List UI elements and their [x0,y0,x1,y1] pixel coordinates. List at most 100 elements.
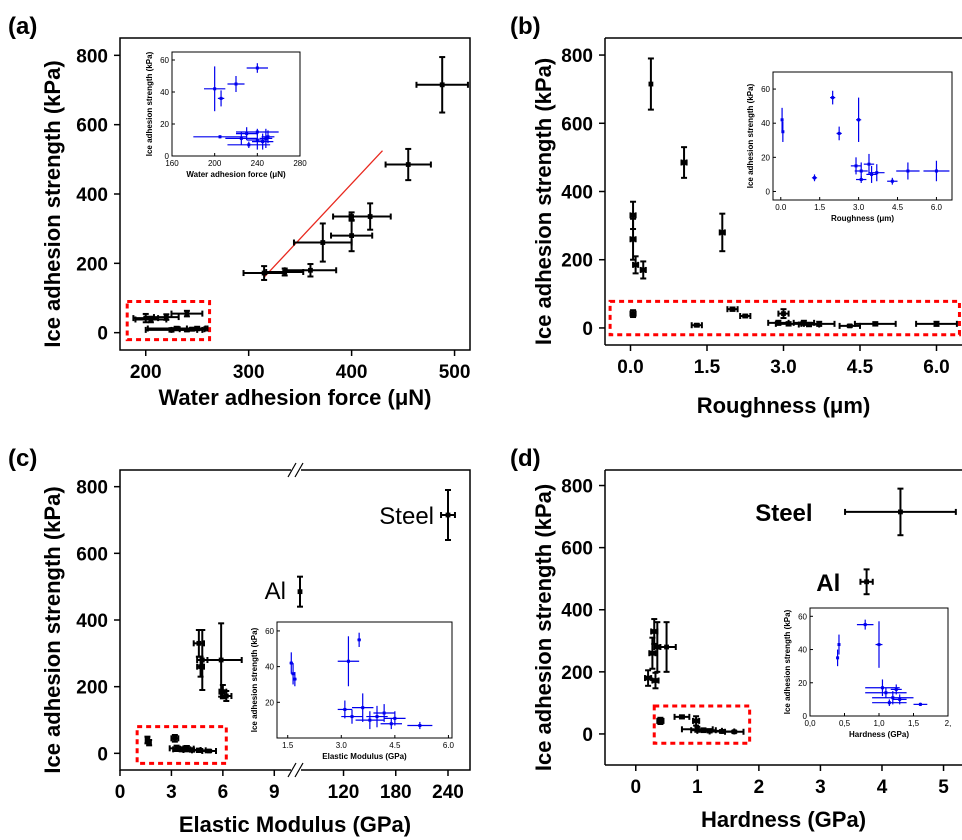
y-tick-label: 0 [582,319,593,340]
data-point [657,718,663,724]
inset-y-axis-title: Ice adhesion strength (kPa) [746,83,755,188]
inset-y-tick-label: 0 [766,187,771,196]
inset-x-tick-label: 4.5 [892,203,904,212]
inset-data-point [811,174,818,182]
data-point [148,317,154,322]
data-point [261,270,267,276]
data-point [863,623,867,627]
data-point [291,672,295,676]
data-point-with-error-bars [283,263,338,278]
data-point [651,629,657,634]
inset-data-point [337,700,352,719]
data-point [223,693,229,699]
inset-y-tick-label: 0 [803,712,808,721]
x-tick-label: 3 [815,777,826,798]
data-point [867,162,871,166]
panel-label: (a) [8,13,37,40]
panel-label: (d) [510,445,541,472]
y-tick-label: 800 [76,478,108,499]
data-point [894,687,898,691]
data-point [418,724,422,728]
data-point-with-error-bars [415,56,469,114]
x-tick-label: 120 [328,782,360,803]
x-axis-title: Hardness (GPa) [701,807,866,832]
data-point [776,320,781,326]
inset-data-point [865,687,907,698]
data-point-with-error-bars [777,308,790,320]
inset-x-tick-label: 0,0 [804,719,816,728]
inset-x-tick-label: 6.0 [443,741,455,750]
inset-x-tick-label: 2, [945,719,952,728]
data-point [664,644,669,650]
highlight-box [608,299,961,337]
inset-data-point [352,693,374,722]
data-point-with-error-bars [690,322,703,329]
x-tick-label: 9 [269,782,280,803]
inset-x-tick-label: 6.0 [931,203,943,212]
data-point [350,715,354,719]
inset-data-point [357,632,361,647]
highlight-box [652,704,752,745]
data-point [781,130,785,134]
y-tick-label: 600 [76,544,108,565]
inset-data-point [246,63,268,73]
inset-data-point [836,649,840,667]
data-point [389,722,393,726]
data-point [245,132,249,136]
inset-x-axis-title: Hardness (GPa) [849,730,909,739]
data-point [836,656,840,660]
data-point [266,135,270,139]
inset-x-tick-label: 1,0 [873,719,885,728]
data-point-with-error-bars [170,734,180,743]
inset-x-tick-label: 200 [208,159,222,168]
data-point-with-error-bars [629,217,637,261]
inset-y-tick-label: 20 [265,698,274,707]
inset-x-tick-label: 1.5 [282,741,294,750]
data-point-with-error-bars [651,671,660,690]
data-point [934,169,938,173]
inset-x-tick-label: 0,5 [839,719,851,728]
y-tick-label: 200 [76,254,108,275]
axis-break-gap [291,464,301,476]
data-point-with-error-bars [859,568,874,596]
inset-data-point [875,621,883,668]
data-point [875,171,879,175]
x-tick-label: 3.0 [770,357,796,378]
y-tick-label: 600 [561,539,593,560]
data-point [648,81,654,87]
data-point-with-error-bars [440,489,456,541]
data-point [645,675,651,681]
data-point [349,214,355,219]
x-tick-label: 5 [938,777,949,798]
inset-y-tick-label: 20 [160,120,169,129]
data-point [297,589,303,595]
inset-x-tick-label: 3.0 [853,203,865,212]
inset-plot: 0,0 0,5 1,0 1,5 2, 0 20 40 60 Hardness (GPa) Ice a… [783,607,952,739]
data-point-with-error-bars [853,320,897,327]
inset-data-point [337,636,360,687]
data-point-with-error-bars [724,728,745,735]
data-point-with-error-bars [718,212,726,253]
x-tick-label: 6.0 [923,357,949,378]
y-tick-label: 0 [582,725,593,746]
inset-x-tick-label: 280 [293,159,307,168]
y-tick-label: 400 [561,183,593,204]
x-tick-label: 0 [115,782,126,803]
y-axis-title: Ice adhesion strength (kPa) [531,484,556,771]
data-point [681,160,687,165]
data-point [857,118,861,122]
inset-data-point [872,699,907,707]
inset-data-point [890,684,902,695]
data-point [239,136,243,140]
data-point [679,714,685,720]
inset-data-point [863,153,875,175]
data-point [891,696,895,700]
inset-x-tick-label: 1,5 [908,719,920,728]
data-point [439,82,445,88]
data-point [859,178,863,182]
inset-y-tick-label: 20 [798,679,807,688]
data-point [633,262,638,268]
